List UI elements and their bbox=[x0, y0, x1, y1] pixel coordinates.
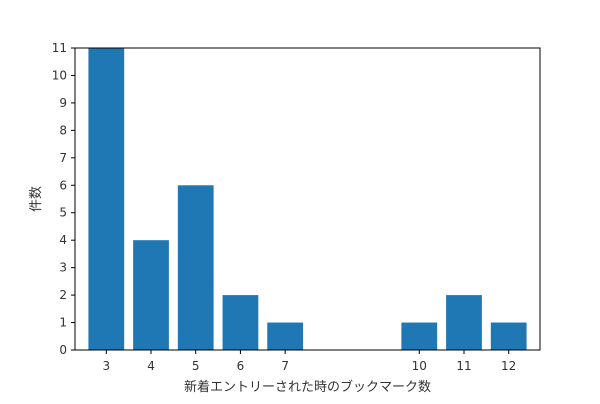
y-tick-label: 9 bbox=[59, 96, 67, 110]
x-axis-ticks: 3 4 5 6 7 10 11 12 bbox=[102, 350, 516, 373]
plot-frame bbox=[74, 47, 541, 351]
x-tick-label: 3 bbox=[102, 359, 110, 373]
bar-10 bbox=[401, 322, 438, 350]
x-tick-label: 10 bbox=[412, 359, 427, 373]
y-tick-label: 4 bbox=[59, 233, 67, 247]
bar-5 bbox=[177, 185, 214, 350]
x-tick-label: 5 bbox=[192, 359, 200, 373]
x-tick-label: 11 bbox=[456, 359, 471, 373]
y-tick-label: 6 bbox=[59, 178, 67, 192]
bar-12 bbox=[490, 322, 527, 350]
y-axis-ticks: 0 1 2 3 4 5 6 7 8 9 10 11 bbox=[52, 41, 75, 357]
x-tick-label: 6 bbox=[237, 359, 245, 373]
bar-11 bbox=[446, 295, 482, 350]
bars-group bbox=[88, 48, 527, 350]
x-tick-label: 7 bbox=[281, 359, 289, 373]
x-tick-label: 12 bbox=[501, 359, 516, 373]
y-tick-label: 8 bbox=[59, 123, 67, 137]
y-tick-label: 10 bbox=[52, 68, 67, 82]
y-tick-label: 5 bbox=[59, 206, 67, 220]
y-axis-title: 件数 bbox=[29, 186, 44, 212]
y-tick-label: 11 bbox=[52, 41, 67, 55]
y-tick-label: 0 bbox=[59, 343, 67, 357]
bar-6 bbox=[222, 295, 259, 350]
x-tick-label: 4 bbox=[147, 359, 155, 373]
y-tick-label: 2 bbox=[59, 288, 67, 302]
y-tick-label: 3 bbox=[59, 261, 67, 275]
bar-7 bbox=[267, 322, 304, 350]
bar-3 bbox=[88, 48, 125, 350]
bar-4 bbox=[133, 240, 169, 350]
x-axis-title: 新着エントリーされた時のブックマーク数 bbox=[184, 379, 431, 395]
y-tick-label: 1 bbox=[59, 316, 67, 330]
y-tick-label: 7 bbox=[59, 151, 67, 165]
